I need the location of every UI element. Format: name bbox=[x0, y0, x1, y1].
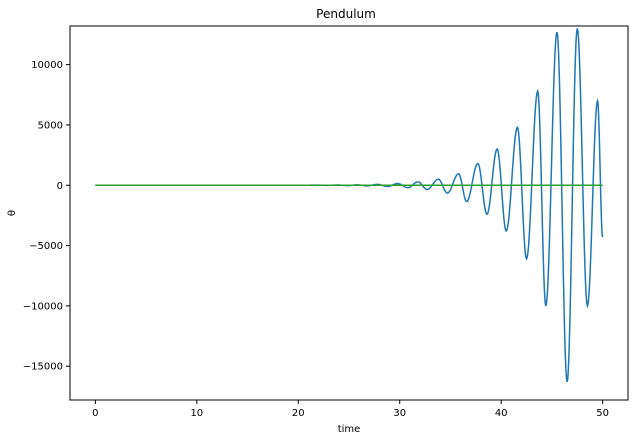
x-tick-label: 10 bbox=[190, 408, 203, 419]
x-tick-label: 50 bbox=[596, 408, 609, 419]
y-tick-label: 0 bbox=[57, 181, 63, 192]
x-tick-label: 30 bbox=[393, 408, 406, 419]
y-tick-label: −10000 bbox=[23, 301, 63, 312]
chart-title: Pendulum bbox=[316, 7, 376, 21]
series-line-1 bbox=[95, 28, 604, 383]
series-layer bbox=[95, 28, 604, 383]
x-tick-label: 0 bbox=[92, 408, 98, 419]
y-axis-label: θ bbox=[7, 210, 18, 216]
y-axis: 10000 5000 0 −5000 −10000 −15000 bbox=[23, 60, 70, 373]
y-tick-label: −5000 bbox=[29, 241, 63, 252]
x-tick-label: 40 bbox=[495, 408, 508, 419]
y-tick-label: 10000 bbox=[31, 60, 63, 71]
plot-area bbox=[69, 25, 629, 401]
x-axis-label: time bbox=[338, 424, 361, 435]
x-tick-label: 20 bbox=[292, 408, 305, 419]
y-tick-label: −15000 bbox=[23, 362, 63, 373]
x-axis: 0 10 20 30 40 50 bbox=[92, 400, 609, 419]
y-tick-label: 5000 bbox=[38, 120, 63, 131]
